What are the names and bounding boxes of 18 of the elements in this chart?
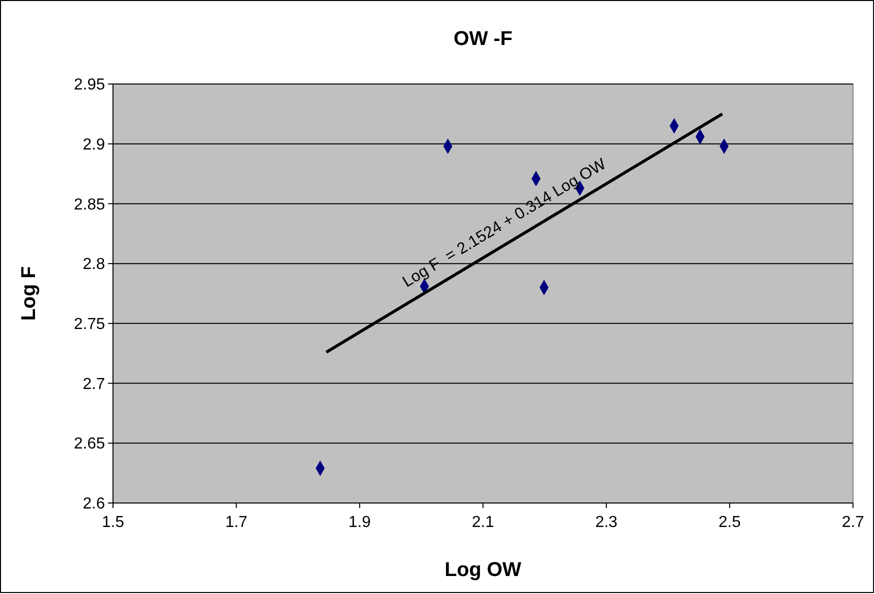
y-axis-title: Log F xyxy=(18,266,40,321)
x-tick-label: 2.5 xyxy=(718,514,741,531)
y-tick-label: 2.9 xyxy=(82,136,106,154)
x-tick-label: 2.3 xyxy=(595,514,618,531)
x-tick-label: 1.5 xyxy=(102,514,124,531)
x-tick-label: 1.9 xyxy=(348,514,371,531)
y-tick-label: 2.85 xyxy=(74,196,106,214)
y-tick-label: 2.65 xyxy=(74,436,106,453)
x-tick-label: 2.7 xyxy=(842,514,864,531)
y-tick-label: 2.75 xyxy=(74,316,106,334)
x-tick-label: 2.1 xyxy=(472,514,494,531)
y-tick-label: 2.6 xyxy=(82,496,106,513)
y-tick-label: 2.8 xyxy=(82,256,106,274)
y-tick-label: 2.7 xyxy=(82,376,106,393)
x-tick-label: 1.7 xyxy=(225,514,248,531)
chart-title: OW -F xyxy=(454,28,512,50)
x-axis-title: Log OW xyxy=(444,559,522,581)
y-tick-label: 2.95 xyxy=(74,76,106,94)
